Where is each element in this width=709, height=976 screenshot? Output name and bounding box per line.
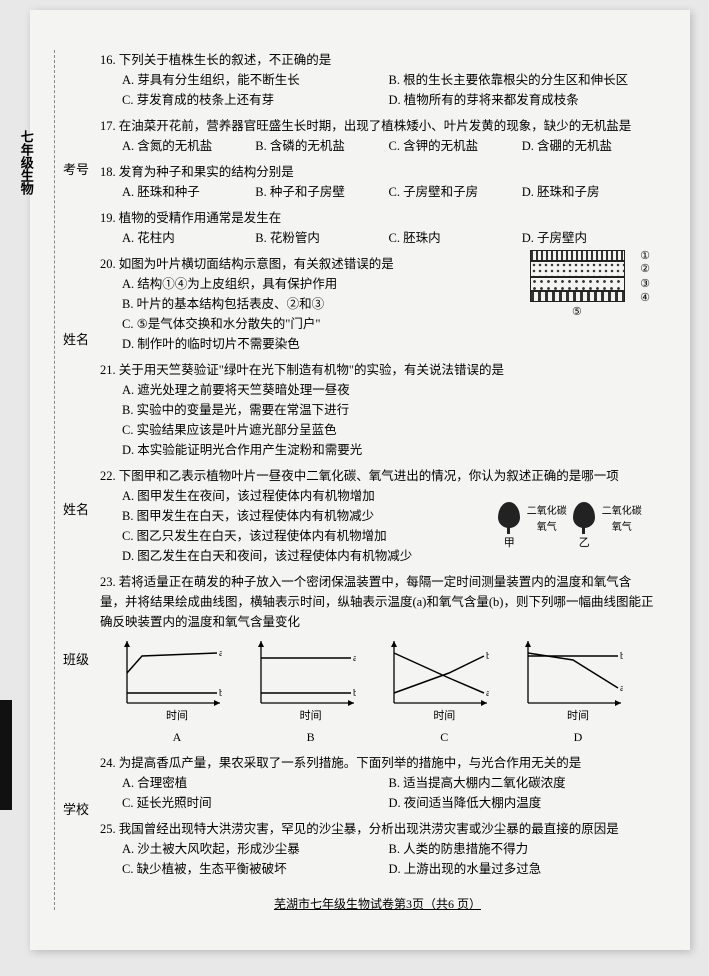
svg-text:a: a [219, 648, 222, 659]
svg-text:b: b [353, 688, 356, 699]
page-footer: 芜湖市七年级生物试卷第3页（共6 页） [100, 895, 655, 914]
q22-figure: 甲 二氧化碳 氧气 乙 二氧化碳 氧气 [495, 502, 645, 552]
side-lbl-name: 姓名 [63, 500, 89, 521]
q23-chart-a: ab时间A [122, 638, 232, 747]
page-edge [0, 700, 12, 810]
q18-d: D. 胚珠和子房 [522, 182, 655, 202]
side-lbl-school: 学校 [63, 800, 89, 821]
q18-b: B. 种子和子房壁 [255, 182, 388, 202]
q20-a: A. 结构①④为上皮组织，具有保护作用 [122, 274, 480, 294]
q22-gas-left: 二氧化碳 氧气 [527, 502, 567, 536]
svg-text:a: a [486, 688, 489, 699]
q25-c: C. 缺少植被，生态平衡被破坏 [122, 859, 389, 879]
q22-a: A. 图甲发生在夜间，该过程使体内有机物增加 [122, 486, 490, 506]
leaf-label-5: ⑤ [572, 304, 582, 322]
q21: 21. 关于用天竺葵验证"绿叶在光下制造有机物"的实验，有关说法错误的是 A. … [100, 360, 655, 460]
svg-text:b: b [486, 651, 489, 662]
q21-a: A. 遮光处理之前要将天竺葵暗处理一昼夜 [122, 380, 655, 400]
q17: 17. 在油菜开花前，营养器官旺盛生长时期，出现了植株矮小、叶片发黄的现象，缺少… [100, 116, 655, 156]
q16-b: B. 根的生长主要依靠根尖的分生区和伸长区 [389, 70, 656, 90]
q16-c: C. 芽发育成的枝条上还有芽 [122, 90, 389, 110]
q21-c: C. 实验结果应该是叶片遮光部分呈蓝色 [122, 420, 655, 440]
q19-d: D. 子房壁内 [522, 228, 655, 248]
q22-cap-jia: 甲 [498, 535, 520, 553]
q17-c: C. 含钾的无机盐 [389, 136, 522, 156]
q25-a: A. 沙土被大风吹起，形成沙尘暴 [122, 839, 389, 859]
q22-b: B. 图甲发生在白天，该过程使体内有机物减少 [122, 506, 490, 526]
q19-a: A. 花柱内 [122, 228, 255, 248]
q24-d: D. 夜间适当降低大棚内温度 [389, 793, 656, 813]
q18-a: A. 胚珠和种子 [122, 182, 255, 202]
svg-text:a: a [620, 683, 623, 694]
leaf-icon-yi [573, 502, 595, 528]
side-subject: 七年级生物 [15, 130, 36, 195]
q22-gas-right: 二氧化碳 氧气 [602, 502, 642, 536]
q23-stem: 23. 若将适量正在萌发的种子放入一个密闭保温装置中，每隔一定时间测量装置内的温… [100, 572, 655, 632]
q22-stem: 22. 下图甲和乙表示植物叶片一昼夜中二氧化碳、氧气进出的情况，你认为叙述正确的… [100, 466, 655, 486]
q24-stem: 24. 为提高香瓜产量，果农采取了一系列措施。下面列举的措施中，与光合作用无关的… [100, 753, 655, 773]
q22-cap-yi: 乙 [573, 535, 595, 553]
q24-b: B. 适当提高大棚内二氧化碳浓度 [389, 773, 656, 793]
q19: 19. 植物的受精作用通常是发生在 A. 花柱内 B. 花粉管内 C. 胚珠内 … [100, 208, 655, 248]
q22-d: D. 图乙发生在白天和夜间，该过程使体内有机物减少 [122, 546, 490, 566]
q25-d: D. 上游出现的水量过多过急 [389, 859, 656, 879]
leaf-icon-jia [498, 502, 520, 528]
q17-a: A. 含氮的无机盐 [122, 136, 255, 156]
q23-charts: ab时间Aab时间Bab时间Cab时间D [100, 632, 655, 747]
q18-stem: 18. 发育为种子和果实的结构分别是 [100, 162, 655, 182]
q20-d: D. 制作叶的临时切片不需要染色 [122, 334, 480, 354]
q19-b: B. 花粉管内 [255, 228, 388, 248]
q16-a: A. 芽具有分生组织，能不断生长 [122, 70, 389, 90]
q17-b: B. 含磷的无机盐 [255, 136, 388, 156]
binding-line [54, 50, 55, 910]
q23-chart-b: ab时间B [256, 638, 366, 747]
q24-c: C. 延长光照时间 [122, 793, 389, 813]
q18-c: C. 子房壁和子房 [389, 182, 522, 202]
q25-stem: 25. 我国曾经出现特大洪涝灾害，罕见的沙尘暴，分析出现洪涝灾害或沙尘暴的最直接… [100, 819, 655, 839]
q16: 16. 下列关于植株生长的叙述，不正确的是 A. 芽具有分生组织，能不断生长 B… [100, 50, 655, 110]
side-lbl-score: 姓名 [63, 330, 89, 351]
q16-d: D. 植物所有的芽将来都发育成枝条 [389, 90, 656, 110]
q21-stem: 21. 关于用天竺葵验证"绿叶在光下制造有机物"的实验，有关说法错误的是 [100, 360, 655, 380]
leaf-cross-section-figure: ① ② ③ ④ ⑤ [530, 250, 650, 310]
q23-chart-d: ab时间D [523, 638, 633, 747]
q21-d: D. 本实验能证明光合作用产生淀粉和需要光 [122, 440, 655, 460]
q24: 24. 为提高香瓜产量，果农采取了一系列措施。下面列举的措施中，与光合作用无关的… [100, 753, 655, 813]
q20-b: B. 叶片的基本结构包括表皮、②和③ [122, 294, 480, 314]
q20-c: C. ⑤是气体交换和水分散失的"门户" [122, 314, 480, 334]
svg-text:b: b [620, 651, 623, 662]
q19-c: C. 胚珠内 [389, 228, 522, 248]
q18: 18. 发育为种子和果实的结构分别是 A. 胚珠和种子 B. 种子和子房壁 C.… [100, 162, 655, 202]
side-lbl-exam-no: 考号 [63, 160, 89, 181]
q16-stem: 16. 下列关于植株生长的叙述，不正确的是 [100, 50, 655, 70]
q19-stem: 19. 植物的受精作用通常是发生在 [100, 208, 655, 228]
q21-b: B. 实验中的变量是光，需要在常温下进行 [122, 400, 655, 420]
q25: 25. 我国曾经出现特大洪涝灾害，罕见的沙尘暴，分析出现洪涝灾害或沙尘暴的最直接… [100, 819, 655, 879]
leaf-label-4: ④ [640, 290, 650, 308]
svg-text:b: b [219, 688, 222, 699]
q23: 23. 若将适量正在萌发的种子放入一个密闭保温装置中，每隔一定时间测量装置内的温… [100, 572, 655, 747]
svg-text:a: a [353, 653, 356, 664]
q24-a: A. 合理密植 [122, 773, 389, 793]
q17-d: D. 含硼的无机盐 [522, 136, 655, 156]
side-lbl-class: 班级 [63, 650, 89, 671]
q22-c: C. 图乙只发生在白天，该过程使体内有机物增加 [122, 526, 490, 546]
q17-stem: 17. 在油菜开花前，营养器官旺盛生长时期，出现了植株矮小、叶片发黄的现象，缺少… [100, 116, 655, 136]
q23-chart-c: ab时间C [389, 638, 499, 747]
q25-b: B. 人类的防患措施不得力 [389, 839, 656, 859]
exam-page: 七年级生物 考号 姓名 姓名 班级 学校 16. 下列关于植株生长的叙述，不正确… [30, 10, 690, 950]
